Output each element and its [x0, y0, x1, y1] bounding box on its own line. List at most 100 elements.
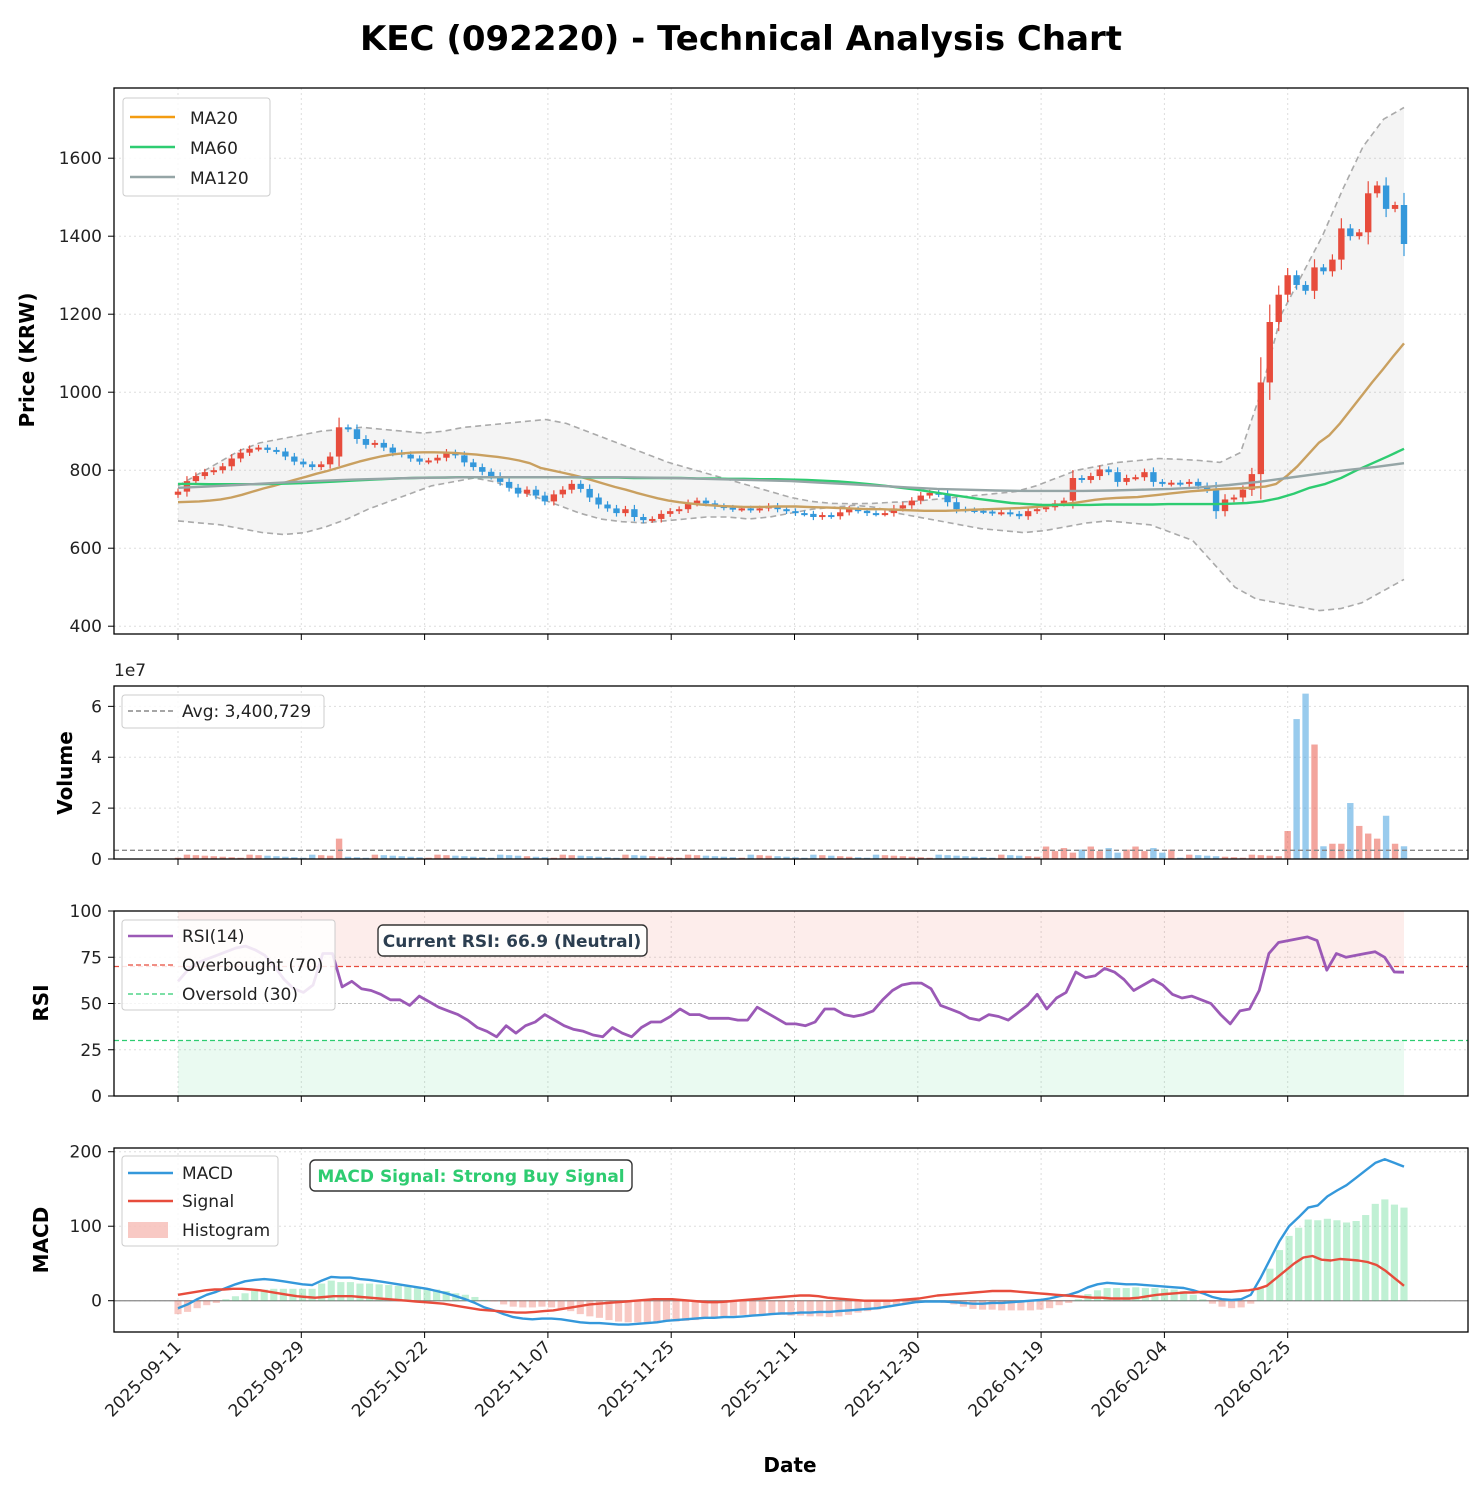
macd-ytick-label: 100: [70, 1217, 102, 1237]
candle-body: [1320, 267, 1327, 272]
candle-body: [416, 458, 423, 462]
macd-histogram-bar: [1074, 1299, 1082, 1301]
volume-bar: [1150, 848, 1157, 859]
volume-bar: [452, 855, 459, 859]
volume-bar: [1203, 855, 1211, 859]
volume-bar: [1168, 849, 1175, 859]
volume-bar: [604, 857, 611, 859]
candle-body: [595, 497, 602, 505]
macd-histogram-bar: [385, 1285, 393, 1301]
macd-ylabel: MACD: [29, 1207, 53, 1274]
macd-legend-label: MACD: [182, 1164, 233, 1184]
volume-bar: [434, 854, 441, 859]
x-tick-label: 2025-09-29: [225, 1337, 309, 1421]
volume-bar: [1311, 744, 1318, 859]
macd-histogram-bar: [193, 1300, 201, 1309]
volume-bar: [1302, 693, 1309, 859]
volume-bar: [953, 855, 960, 859]
volume-bar: [810, 854, 817, 859]
candle-body: [1400, 205, 1408, 244]
macd-frame: [113, 1147, 1469, 1333]
candle-body: [192, 476, 200, 482]
macd-histogram-bar: [318, 1283, 326, 1301]
candle-body: [1186, 481, 1193, 484]
price-legend-label: MA120: [190, 169, 249, 189]
volume-bar: [658, 856, 665, 859]
macd-histogram-bar: [978, 1300, 987, 1310]
volume-bar: [917, 857, 924, 859]
macd-histogram-bar: [634, 1300, 642, 1323]
macd-histogram-bar: [1065, 1300, 1073, 1303]
candle-body: [872, 513, 880, 516]
volume-bar: [711, 856, 719, 859]
macd-legend-label: Signal: [182, 1192, 234, 1212]
macd-histogram-bar: [1170, 1289, 1178, 1301]
candle-body: [380, 442, 388, 448]
volume-bar: [1356, 825, 1363, 859]
candle-body: [837, 512, 844, 517]
volume-ytick-label: 0: [91, 850, 102, 870]
macd-histogram-bar: [1189, 1294, 1197, 1301]
rsi-legend-label: Overbought (70): [182, 956, 323, 976]
candle-body: [1284, 275, 1291, 295]
signal-line: [177, 1254, 1405, 1314]
macd-histogram-bar: [1362, 1215, 1370, 1301]
volume-bar: [210, 856, 217, 859]
volume-bar: [631, 855, 638, 859]
volume-bar: [1400, 846, 1408, 859]
candle-body: [926, 492, 933, 496]
volume-bar: [622, 854, 629, 859]
candle-body: [1230, 497, 1238, 500]
candle-body: [488, 471, 495, 477]
candle-body: [863, 510, 871, 514]
macd-histogram-bar: [892, 1300, 900, 1306]
macd-histogram-bar: [423, 1288, 431, 1301]
price-ytick-label: 400: [70, 617, 102, 637]
macd-histogram-bar: [998, 1300, 1006, 1311]
candle-body: [684, 503, 692, 510]
price-ytick-label: 600: [70, 539, 102, 559]
macd-histogram-bar: [212, 1300, 220, 1303]
volume-bar: [666, 857, 674, 859]
volume-bar: [1248, 854, 1256, 859]
candle-body: [613, 508, 620, 514]
candle-body: [1257, 382, 1265, 475]
candle-body: [326, 456, 334, 465]
volume-bar: [1024, 856, 1032, 859]
macd-histogram-bar: [298, 1288, 307, 1301]
price-ytick-label: 800: [70, 461, 102, 481]
macd-histogram-bar: [586, 1300, 594, 1317]
macd-histogram-bar: [1007, 1300, 1015, 1311]
macd-histogram-bar: [739, 1300, 747, 1315]
candle-body: [461, 455, 468, 463]
macd-histogram-bar: [787, 1300, 795, 1316]
candle-body: [1033, 509, 1041, 512]
candle-body: [1329, 259, 1336, 272]
volume-bar: [962, 856, 969, 859]
macd-histogram-bar: [375, 1284, 383, 1301]
volume-bar: [1114, 852, 1121, 859]
volume-bar: [649, 856, 656, 859]
candle-body: [1168, 482, 1175, 485]
macd-histogram-bar: [203, 1300, 211, 1306]
macd-histogram-bar: [1247, 1300, 1255, 1304]
price-background: [114, 88, 1468, 634]
rsi-annotation-box: [377, 924, 648, 957]
rsi-ytick-label: 0: [91, 1087, 102, 1107]
candle-body: [201, 472, 209, 477]
volume-bar: [944, 855, 951, 859]
candle-body: [810, 513, 817, 517]
macd-histogram-bar: [615, 1300, 623, 1322]
candle-body: [362, 439, 370, 445]
x-tick-label: 2025-10-22: [348, 1337, 432, 1421]
macd-histogram-bar: [538, 1300, 546, 1307]
candle-body: [1373, 185, 1381, 194]
macd-histogram-bar: [1093, 1290, 1102, 1301]
candle-body: [1275, 294, 1282, 322]
candle-body: [980, 510, 987, 513]
candle-body: [631, 509, 638, 517]
candle-body: [470, 462, 477, 468]
macd-histogram-bar: [1103, 1288, 1111, 1301]
candle-body: [1212, 489, 1220, 512]
